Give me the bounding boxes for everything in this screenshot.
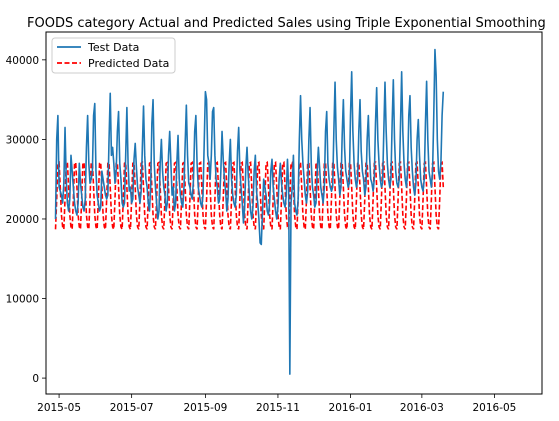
legend-box [51, 37, 176, 74]
series-test-data [54, 48, 445, 375]
y-axis: 0 10000 20000 30000 40000 [6, 55, 46, 385]
x-tick-label: 2016-05 [472, 402, 516, 414]
chart-title: FOODS category Actual and Predicted Sale… [27, 16, 546, 31]
y-tick-label: 0 [32, 373, 39, 385]
x-tick-label: 2015-07 [110, 402, 154, 414]
series-predicted-data [54, 161, 445, 230]
x-axis: 2015-05 2015-07 2015-09 2015-11 2016-01 2016-… [37, 394, 516, 414]
x-tick-label: 2015-11 [256, 402, 300, 414]
y-tick-label: 10000 [6, 294, 39, 306]
y-tick-label: 30000 [6, 134, 39, 146]
x-tick-label: 2016-03 [400, 402, 444, 414]
y-tick-label: 20000 [6, 214, 39, 226]
x-tick-label: 2016-01 [329, 402, 373, 414]
axes-frame [45, 31, 543, 395]
x-tick-label: 2015-05 [37, 402, 81, 414]
x-tick-label: 2015-09 [183, 402, 227, 414]
y-tick-label: 40000 [6, 55, 39, 67]
legend-label-test-data: Test Data [87, 41, 139, 54]
legend-label-predicted-data: Predicted Data [88, 57, 169, 70]
legend: Test Data Predicted Data [51, 37, 176, 74]
